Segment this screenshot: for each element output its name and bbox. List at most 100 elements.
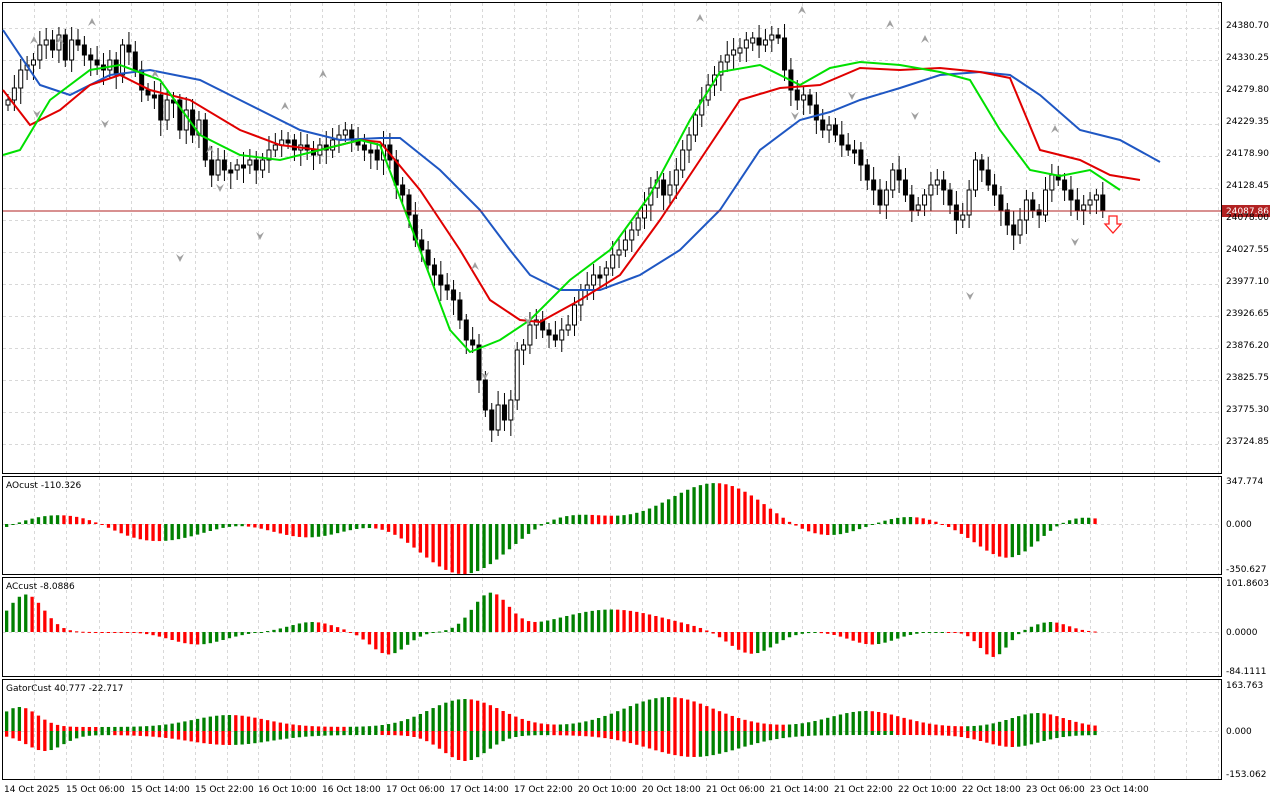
gator-lower-bar bbox=[800, 731, 804, 737]
ac-bar bbox=[195, 632, 200, 645]
gator-upper-bar bbox=[355, 726, 359, 731]
gator-lower-bar bbox=[310, 731, 314, 737]
ac-bar bbox=[686, 624, 690, 632]
ao-bar bbox=[724, 484, 728, 524]
candle-body bbox=[164, 99, 170, 121]
gator-lower-bar bbox=[558, 731, 563, 736]
candle-body bbox=[75, 39, 81, 46]
gator-lower-bar bbox=[616, 731, 620, 741]
gator-upper-bar bbox=[870, 711, 874, 731]
ac-bar bbox=[507, 606, 512, 632]
candle-body bbox=[463, 319, 469, 341]
ao-bar bbox=[94, 522, 98, 524]
ac-bar bbox=[985, 632, 989, 655]
fractal-down-icon bbox=[256, 232, 264, 240]
gator-lower-bar bbox=[870, 731, 874, 736]
gator-upper-bar bbox=[596, 718, 601, 731]
fractal-down-icon bbox=[848, 92, 856, 100]
ac-bar bbox=[361, 632, 365, 640]
candle-body bbox=[132, 51, 138, 71]
gator-upper-bar bbox=[265, 720, 270, 731]
ac-bar bbox=[285, 626, 289, 632]
gator-upper-bar bbox=[81, 726, 85, 731]
ao-bar bbox=[30, 518, 34, 524]
candle-body bbox=[228, 169, 234, 174]
gator-lower-bar bbox=[947, 731, 951, 736]
gator-upper-bar bbox=[711, 708, 715, 731]
candle-body bbox=[762, 39, 768, 46]
gator-upper-bar bbox=[49, 722, 53, 731]
gator-lower-bar bbox=[157, 731, 162, 738]
ao-bar bbox=[533, 524, 537, 530]
gator-upper-bar bbox=[1036, 712, 1040, 731]
gator-upper-bar bbox=[978, 725, 983, 731]
candle-body bbox=[457, 299, 463, 321]
ao-bar bbox=[399, 524, 403, 539]
gator-lower-bar bbox=[469, 731, 473, 760]
gator-lower-bar bbox=[246, 731, 251, 744]
candle-body bbox=[514, 349, 520, 401]
ao-bar bbox=[145, 524, 149, 541]
ac-bar bbox=[183, 632, 187, 644]
gator-lower-bar bbox=[1029, 731, 1034, 745]
gator-lower-bar bbox=[113, 731, 117, 736]
ao-bar bbox=[335, 524, 340, 534]
ao-bar bbox=[571, 515, 575, 524]
ac-bar bbox=[870, 632, 874, 645]
gator-upper-bar bbox=[717, 711, 722, 731]
gator-upper-bar bbox=[609, 713, 613, 731]
ao-bar bbox=[641, 510, 645, 524]
time-tick: 21 Oct 22:00 bbox=[834, 785, 893, 795]
ao-bar bbox=[176, 524, 181, 540]
candle-body bbox=[794, 89, 800, 101]
candle-body bbox=[782, 37, 788, 71]
gator-lower-bar bbox=[1042, 731, 1046, 741]
candle-body bbox=[260, 159, 266, 171]
gator-upper-bar bbox=[698, 703, 703, 731]
gator-lower-bar bbox=[679, 731, 683, 757]
ac-bar bbox=[654, 615, 658, 632]
candle-body bbox=[909, 194, 915, 211]
ao-bar bbox=[138, 524, 142, 540]
price-tick: 24128.45 bbox=[1226, 181, 1269, 191]
gator-lower-bar bbox=[622, 731, 626, 742]
price-axis: 24380.70 24330.25 24279.80 24229.35 2417… bbox=[1226, 21, 1269, 447]
gator-lower-bar bbox=[1055, 731, 1059, 739]
gator-lower-bar bbox=[164, 731, 168, 738]
gator-upper-bar bbox=[1061, 718, 1065, 731]
moving-averages bbox=[2, 29, 1161, 354]
gator-lower-bar bbox=[978, 731, 983, 741]
gator-upper-bar bbox=[176, 722, 181, 731]
ac-bar bbox=[514, 613, 518, 632]
gator-lower-bar bbox=[151, 731, 155, 737]
ac-bar bbox=[896, 632, 900, 639]
gator-upper-bar bbox=[686, 699, 690, 731]
ac-bar bbox=[647, 614, 652, 632]
gator-upper-bar bbox=[1055, 716, 1059, 731]
ac-bar bbox=[176, 632, 181, 642]
ac-bar bbox=[972, 632, 976, 642]
ao-bar bbox=[940, 524, 944, 525]
ac-bar bbox=[883, 632, 887, 643]
fractal-down-icon bbox=[33, 110, 41, 118]
gator-lower-bar bbox=[100, 731, 104, 736]
main-chart-panel[interactable] bbox=[2, 2, 1222, 474]
gator-upper-bar bbox=[539, 723, 543, 731]
ac-bar bbox=[43, 610, 47, 632]
price-tick: 23724.85 bbox=[1226, 437, 1269, 447]
candle-body bbox=[374, 149, 380, 161]
ac-bar bbox=[724, 632, 728, 642]
ac-bar bbox=[781, 632, 785, 641]
gator-lower-bar bbox=[170, 731, 174, 739]
gator-lower-bar bbox=[1023, 731, 1027, 746]
candle-body bbox=[635, 217, 641, 231]
down-arrow-icon bbox=[1103, 215, 1123, 234]
ao-bar bbox=[635, 512, 639, 524]
gator-lower-bar bbox=[444, 731, 448, 754]
fractal-up-icon bbox=[696, 14, 704, 22]
ao-bar bbox=[616, 515, 620, 524]
gator-upper-bar bbox=[348, 726, 353, 731]
ao-bar bbox=[100, 524, 104, 525]
fractal-up-icon bbox=[1051, 125, 1059, 133]
